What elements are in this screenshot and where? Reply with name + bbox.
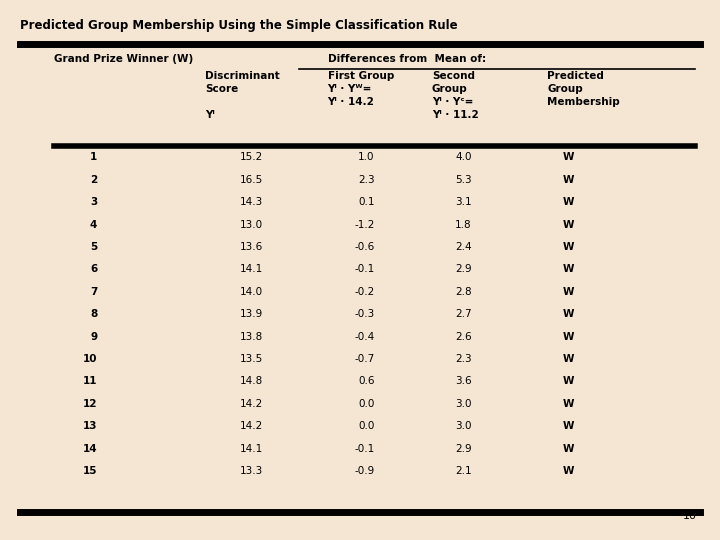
Text: 0.1: 0.1 <box>358 197 374 207</box>
Text: 2.1: 2.1 <box>455 466 472 476</box>
Text: W: W <box>563 376 575 387</box>
Text: 14.3: 14.3 <box>240 197 263 207</box>
Text: 14.0: 14.0 <box>240 287 263 297</box>
Text: 2.3: 2.3 <box>455 354 472 364</box>
Text: 13.6: 13.6 <box>240 242 263 252</box>
Text: 14.2: 14.2 <box>240 399 263 409</box>
Text: 15.2: 15.2 <box>240 152 263 163</box>
Text: 13.5: 13.5 <box>240 354 263 364</box>
Text: 3.1: 3.1 <box>455 197 472 207</box>
Text: 0.0: 0.0 <box>358 421 374 431</box>
Text: 13: 13 <box>83 421 97 431</box>
Text: 1.0: 1.0 <box>358 152 374 163</box>
Text: 14.8: 14.8 <box>240 376 263 387</box>
Text: W: W <box>563 309 575 319</box>
Text: 3: 3 <box>90 197 97 207</box>
Text: 7: 7 <box>90 287 97 297</box>
Text: 12: 12 <box>83 399 97 409</box>
Text: 14: 14 <box>83 444 97 454</box>
Text: Grand Prize Winner (W): Grand Prize Winner (W) <box>54 54 193 64</box>
Text: -0.1: -0.1 <box>354 265 374 274</box>
Text: -0.7: -0.7 <box>354 354 374 364</box>
Text: 14.2: 14.2 <box>240 421 263 431</box>
Text: 14.1: 14.1 <box>240 444 263 454</box>
Text: 2: 2 <box>90 175 97 185</box>
Text: First Group
Yᴵ · Yᵂ=
Yᴵ · 14.2: First Group Yᴵ · Yᵂ= Yᴵ · 14.2 <box>328 71 394 107</box>
Text: 6: 6 <box>90 265 97 274</box>
Text: -1.2: -1.2 <box>354 220 374 229</box>
Text: 4: 4 <box>90 220 97 229</box>
Text: 2.9: 2.9 <box>455 265 472 274</box>
Text: 9: 9 <box>90 332 97 342</box>
Text: 13.9: 13.9 <box>240 309 263 319</box>
Text: 14.1: 14.1 <box>240 265 263 274</box>
Text: W: W <box>563 265 575 274</box>
Text: W: W <box>563 444 575 454</box>
Text: 2.7: 2.7 <box>455 309 472 319</box>
Text: 16.5: 16.5 <box>240 175 263 185</box>
Text: W: W <box>563 354 575 364</box>
Text: W: W <box>563 421 575 431</box>
Text: 1: 1 <box>90 152 97 163</box>
Text: 2.8: 2.8 <box>455 287 472 297</box>
Text: Differences from  Mean of:: Differences from Mean of: <box>328 54 486 64</box>
Text: W: W <box>563 220 575 229</box>
Text: W: W <box>563 399 575 409</box>
Text: -0.9: -0.9 <box>354 466 374 476</box>
Text: 2.4: 2.4 <box>455 242 472 252</box>
Text: -0.4: -0.4 <box>354 332 374 342</box>
Text: 15: 15 <box>83 466 97 476</box>
Text: W: W <box>563 197 575 207</box>
Text: 13.0: 13.0 <box>240 220 263 229</box>
Text: Second
Group
Yᴵ · Yᶜ=
Yᴵ · 11.2: Second Group Yᴵ · Yᶜ= Yᴵ · 11.2 <box>432 71 479 120</box>
Text: 11: 11 <box>83 376 97 387</box>
Text: 4.0: 4.0 <box>455 152 472 163</box>
Text: 3.0: 3.0 <box>455 421 472 431</box>
Text: Discriminant
Score

Yᴵ: Discriminant Score Yᴵ <box>205 71 280 120</box>
Text: 10: 10 <box>83 354 97 364</box>
Text: 10: 10 <box>683 510 697 521</box>
Text: W: W <box>563 152 575 163</box>
Text: -0.2: -0.2 <box>354 287 374 297</box>
Text: W: W <box>563 242 575 252</box>
Text: -0.3: -0.3 <box>354 309 374 319</box>
Text: 13.3: 13.3 <box>240 466 263 476</box>
Text: 3.0: 3.0 <box>455 399 472 409</box>
Text: 0.0: 0.0 <box>358 399 374 409</box>
Text: 5.3: 5.3 <box>455 175 472 185</box>
Text: W: W <box>563 466 575 476</box>
Text: 2.9: 2.9 <box>455 444 472 454</box>
Text: W: W <box>563 332 575 342</box>
Text: 3.6: 3.6 <box>455 376 472 387</box>
Text: 0.6: 0.6 <box>358 376 374 387</box>
Text: Predicted Group Membership Using the Simple Classification Rule: Predicted Group Membership Using the Sim… <box>20 19 458 32</box>
Text: W: W <box>563 287 575 297</box>
Text: 2.3: 2.3 <box>358 175 374 185</box>
Text: -0.1: -0.1 <box>354 444 374 454</box>
Text: -0.6: -0.6 <box>354 242 374 252</box>
Text: 2.6: 2.6 <box>455 332 472 342</box>
Text: 8: 8 <box>90 309 97 319</box>
Text: 5: 5 <box>90 242 97 252</box>
Text: 1.8: 1.8 <box>455 220 472 229</box>
Text: 13.8: 13.8 <box>240 332 263 342</box>
Text: Predicted
Group
Membership: Predicted Group Membership <box>547 71 620 107</box>
Text: W: W <box>563 175 575 185</box>
